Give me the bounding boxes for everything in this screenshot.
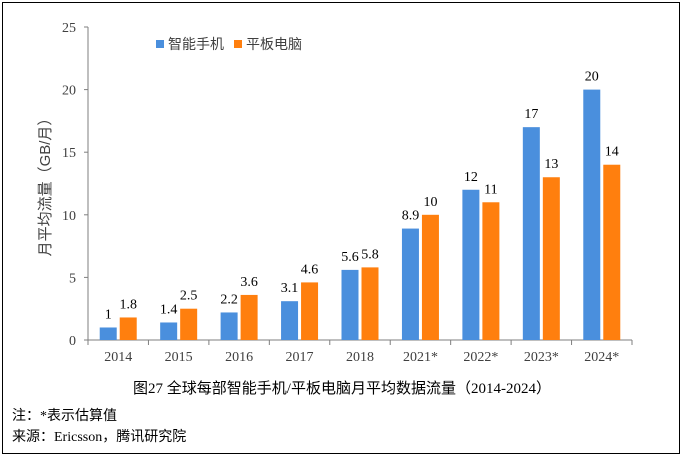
data-label: 8.9 bbox=[402, 209, 420, 224]
smartphone-bar-2022 bbox=[462, 189, 480, 340]
legend-swatch bbox=[156, 40, 164, 48]
y-axis-title: 月平均流量（GB/月） bbox=[37, 111, 54, 257]
tablet-bar-2021 bbox=[421, 214, 439, 340]
bar-chart: 0510152025月平均流量（GB/月）11.820141.42.520152… bbox=[37, 21, 633, 365]
smartphone-bar-2014 bbox=[99, 327, 117, 340]
data-label: 20 bbox=[585, 70, 599, 85]
x-tick-label: 2017 bbox=[286, 350, 314, 365]
tablet-bar-2022 bbox=[482, 202, 500, 340]
tablet-bar-2024 bbox=[603, 164, 621, 340]
tablet-bar-2015 bbox=[180, 308, 198, 340]
tablet-bar-2014 bbox=[119, 317, 137, 340]
x-tick-label: 2015 bbox=[165, 350, 193, 365]
data-label: 14 bbox=[605, 145, 619, 160]
smartphone-bar-2023 bbox=[522, 127, 540, 340]
smartphone-bar-2021 bbox=[401, 228, 419, 340]
x-tick-label: 2018 bbox=[346, 350, 374, 365]
data-label: 10 bbox=[423, 195, 437, 210]
y-tick-label: 5 bbox=[69, 271, 76, 286]
data-label: 3.6 bbox=[240, 275, 258, 290]
data-label: 4.6 bbox=[301, 262, 319, 277]
y-tick-label: 0 bbox=[69, 334, 76, 349]
smartphone-bar-2024 bbox=[583, 89, 601, 340]
figure-caption: 图27 全球每部智能手机/平板电脑月平均数据流量（2014-2024） bbox=[133, 381, 551, 397]
data-label: 2.5 bbox=[180, 289, 198, 304]
data-label: 13 bbox=[544, 157, 558, 172]
data-label: 5.6 bbox=[341, 250, 359, 265]
data-label: 5.8 bbox=[361, 247, 379, 262]
data-label: 17 bbox=[524, 107, 538, 122]
x-tick-label: 2022* bbox=[463, 350, 498, 365]
legend-label: 智能手机 bbox=[168, 36, 224, 52]
smartphone-bar-2017 bbox=[281, 301, 299, 340]
legend-label: 平板电脑 bbox=[246, 36, 302, 52]
smartphone-bar-2016 bbox=[220, 312, 238, 340]
smartphone-bar-2018 bbox=[341, 269, 359, 340]
data-label: 1.4 bbox=[160, 302, 178, 317]
data-label: 11 bbox=[484, 182, 497, 197]
legend-swatch bbox=[234, 40, 242, 48]
x-tick-label: 2021* bbox=[403, 350, 438, 365]
data-label: 3.1 bbox=[281, 281, 299, 296]
y-tick-label: 15 bbox=[62, 146, 76, 161]
x-tick-label: 2024* bbox=[584, 350, 619, 365]
tablet-bar-2023 bbox=[542, 177, 560, 340]
data-label: 2.2 bbox=[220, 292, 238, 307]
y-tick-label: 10 bbox=[62, 209, 76, 224]
y-tick-label: 25 bbox=[62, 21, 76, 36]
data-label: 1.8 bbox=[119, 297, 137, 312]
tablet-bar-2018 bbox=[361, 267, 379, 340]
data-label: 12 bbox=[464, 170, 478, 185]
source-note: 来源：Ericsson，腾讯研究院 bbox=[12, 430, 187, 445]
x-tick-label: 2016 bbox=[225, 350, 253, 365]
smartphone-bar-2015 bbox=[160, 322, 178, 340]
y-tick-label: 20 bbox=[62, 84, 76, 99]
x-tick-label: 2014 bbox=[104, 350, 132, 365]
estimate-note: 注：*表示估算值 bbox=[12, 409, 117, 424]
x-tick-label: 2023* bbox=[524, 350, 559, 365]
tablet-bar-2016 bbox=[240, 294, 258, 340]
tablet-bar-2017 bbox=[301, 282, 319, 340]
data-label: 1 bbox=[105, 307, 112, 322]
